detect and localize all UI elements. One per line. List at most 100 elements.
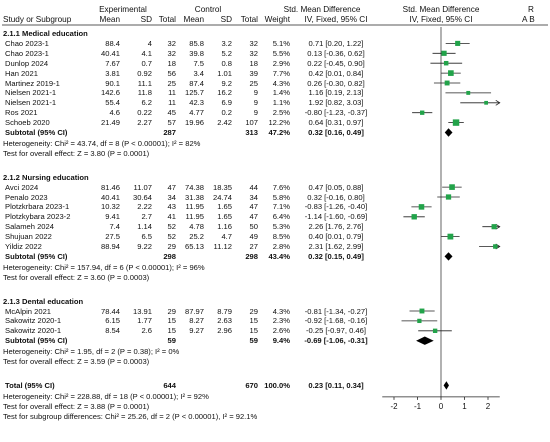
point-estimate [445, 194, 452, 200]
study-n1: 43 [167, 202, 176, 212]
study-n2: 27 [249, 242, 258, 251]
x-tick-label: 2 [486, 402, 491, 411]
study-w: 2.8% [272, 242, 290, 251]
study-m1: 55.4 [105, 98, 120, 108]
header-study: Study or Subgroup [3, 15, 72, 24]
study-m2: 125.7 [184, 88, 204, 98]
study-n2: 32 [249, 38, 258, 48]
study-n2: 9 [253, 98, 258, 108]
x-tick-label: 0 [439, 402, 444, 411]
study-w: 2.9% [272, 58, 290, 68]
subtotal-ci: 0.32 [0.15, 0.49] [308, 251, 364, 261]
subgroup-differences-text: Test for subgroup differences: Chi² = 25… [3, 411, 258, 421]
study-n2: 9 [253, 108, 258, 118]
study-w: 2.6% [272, 326, 290, 336]
total-diamond [443, 381, 449, 390]
study-sd2: 2.42 [217, 118, 232, 128]
study-w: 7.1% [272, 202, 290, 212]
study-m2: 9.27 [189, 326, 204, 336]
study-m1: 4.6 [109, 108, 120, 118]
study-n2: 107 [245, 118, 258, 128]
total-label: Total (95% CI) [5, 380, 55, 390]
study-m2: 87.4 [189, 78, 204, 88]
study-n1: 15 [167, 326, 176, 336]
study-w: 5.8% [272, 192, 290, 202]
study-sd1: 6.2 [141, 98, 152, 108]
study-name: Nielsen 2021-1 [5, 98, 57, 108]
header-smd-right: Std. Mean Difference [402, 5, 480, 14]
study-n2: 15 [249, 326, 258, 336]
study-m1: 88.4 [105, 38, 120, 48]
study-n1: 34 [167, 192, 176, 202]
study-m2: 39.8 [189, 48, 204, 58]
study-w: 2.5% [272, 108, 290, 118]
study-sd1: 2.27 [137, 118, 152, 128]
study-m1: 78.44 [100, 306, 120, 316]
point-estimate [493, 244, 498, 249]
study-ci: -0.80 [-1.23, -0.37] [304, 108, 368, 118]
study-name: Avci 2024 [5, 182, 39, 192]
study-sd2: 0.8 [221, 58, 232, 68]
study-m1: 40.41 [100, 48, 120, 58]
study-sd2: 24.74 [212, 192, 232, 202]
study-n2: 39 [249, 68, 258, 78]
study-ci: -0.81 [-1.34, -0.27] [304, 306, 368, 316]
point-estimate [432, 328, 438, 333]
subtotal-n2: 313 [245, 128, 258, 137]
study-n1: 32 [167, 38, 176, 48]
study-w: 1.4% [272, 88, 290, 98]
study-name: Plotzkrbara 2023-1 [5, 202, 70, 212]
point-estimate [420, 110, 425, 115]
study-n1: 32 [167, 48, 176, 58]
study-sd2: 4.7 [221, 232, 232, 242]
point-estimate [484, 100, 488, 105]
subtotal-ci: 0.32 [0.16, 0.49] [308, 128, 364, 137]
study-m2: 25.2 [189, 232, 204, 242]
header-r: R [528, 5, 534, 14]
study-w: 6.4% [272, 212, 290, 222]
study-w: 1.1% [272, 98, 290, 108]
subtotal-weight: 47.2% [268, 128, 290, 137]
study-w: 12.2% [268, 118, 290, 128]
point-estimate [411, 214, 417, 220]
study-name: Han 2021 [5, 68, 38, 78]
study-w: 2.3% [272, 316, 290, 326]
study-n2: 49 [249, 232, 258, 242]
study-n2: 47 [249, 202, 258, 212]
study-sd2: 1.01 [217, 68, 232, 78]
study-m1: 7.67 [105, 58, 120, 68]
subtotal-n1: 59 [167, 336, 176, 346]
subtotal-diamond [444, 252, 453, 261]
study-name: Sakowitz 2020-1 [5, 316, 62, 326]
subtotal-label: Subtotal (95% CI) [5, 128, 68, 137]
study-n2: 18 [249, 58, 258, 68]
study-m2: 7.5 [193, 58, 204, 68]
point-estimate [419, 308, 425, 314]
header-total1: Total [158, 15, 176, 24]
subtotal-diamond [444, 128, 453, 137]
subgroup-title: 2.1.3 Dental education [3, 296, 84, 306]
study-name: Yildiz 2022 [5, 242, 42, 251]
study-ci: 2.31 [1.62, 2.99] [308, 242, 364, 251]
study-sd1: 2.22 [137, 202, 152, 212]
study-sd2: 8.79 [217, 306, 232, 316]
study-sd2: 9.2 [221, 78, 232, 88]
overall-effect-text: Test for overall effect: Z = 3.60 (P = 0… [3, 272, 150, 282]
point-estimate [443, 60, 449, 66]
header-smd: Std. Mean Difference [283, 5, 361, 14]
study-n1: 29 [167, 306, 176, 316]
study-name: Nielsen 2021-1 [5, 88, 57, 98]
study-sd2: 11.12 [213, 242, 232, 251]
study-ci: 0.22 [-0.45, 0.90] [307, 58, 365, 68]
study-n1: 45 [167, 108, 176, 118]
study-name: Martinez 2019-1 [5, 78, 60, 88]
total-overall-effect-text: Test for overall effect: Z = 3.88 (P = 0… [3, 401, 150, 411]
study-sd2: 18.35 [212, 182, 232, 192]
ci-arrow [495, 223, 501, 230]
study-n1: 47 [167, 182, 176, 192]
point-estimate [466, 90, 471, 95]
study-sd2: 5.2 [221, 48, 232, 58]
total-heterogeneity-text: Heterogeneity: Chi² = 228.88, df = 18 (P… [3, 391, 209, 401]
study-m1: 27.5 [105, 232, 120, 242]
